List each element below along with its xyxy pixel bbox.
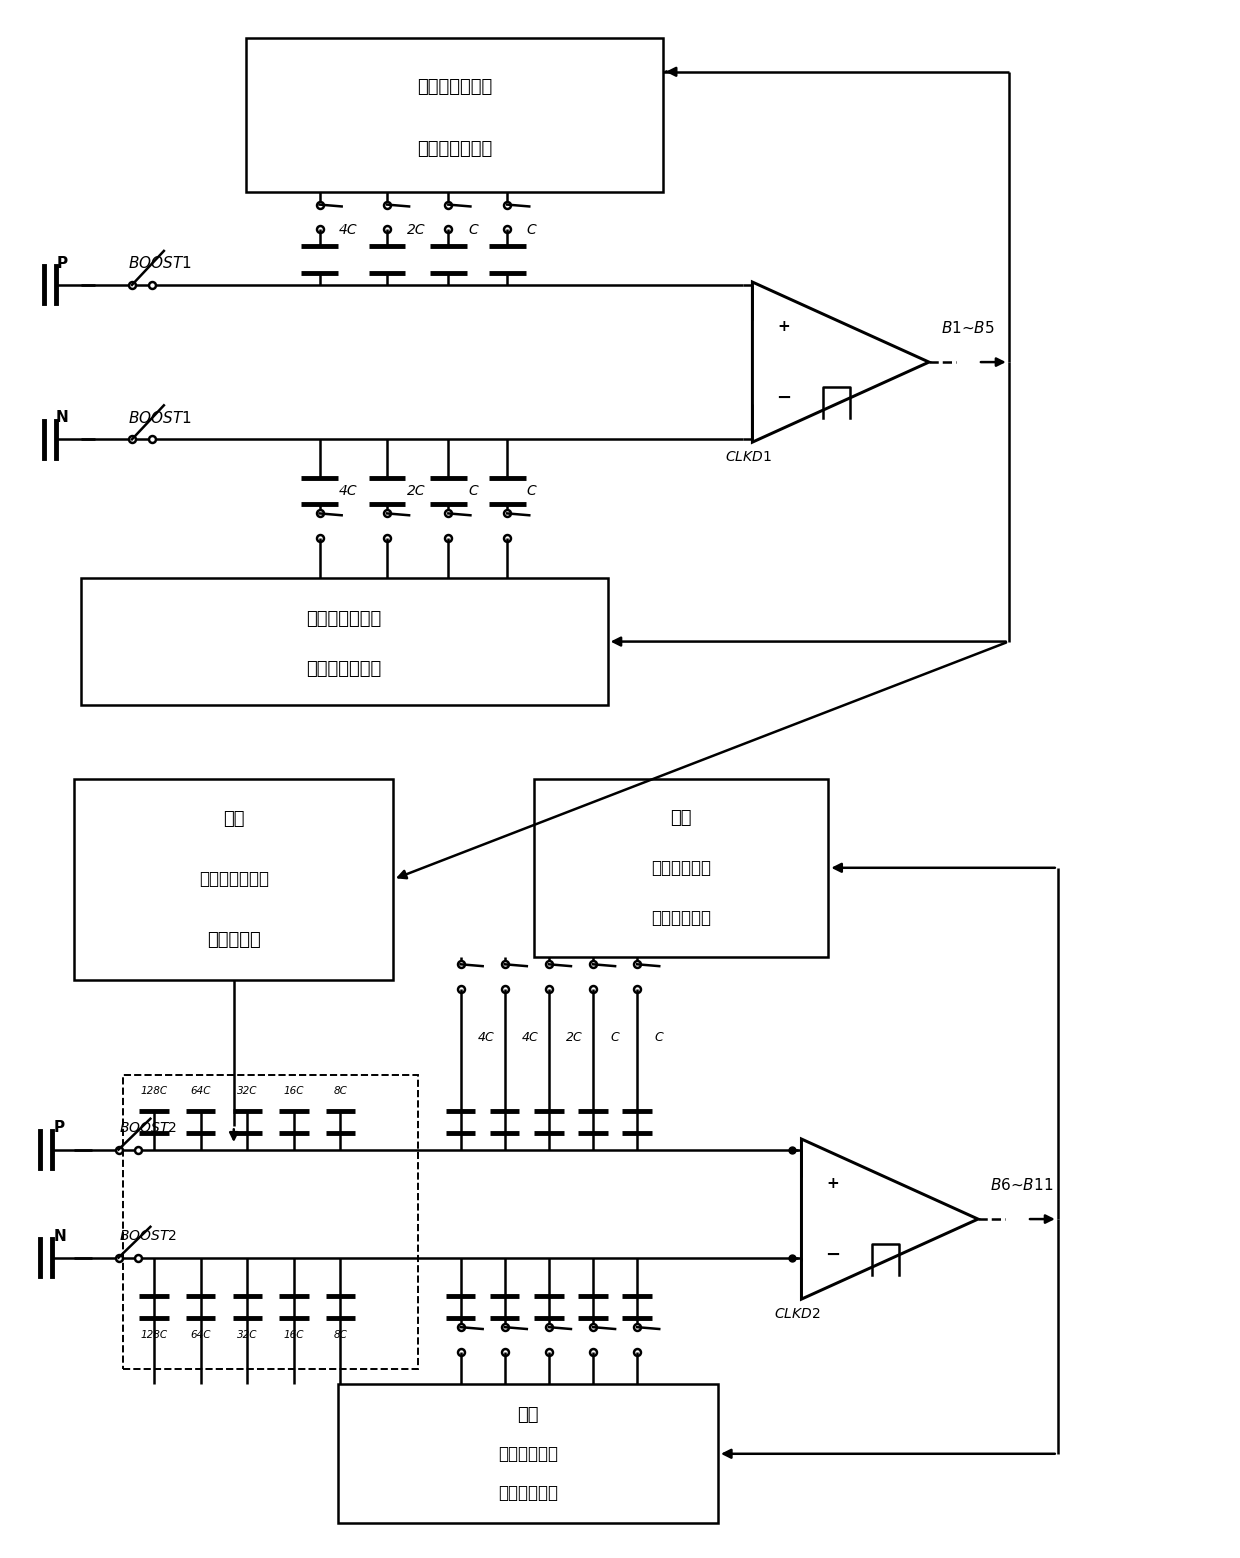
Text: 电容底极板电: 电容底极板电 [498, 1444, 558, 1463]
Text: 8C: 8C [334, 1331, 347, 1340]
Text: 32C: 32C [237, 1331, 258, 1340]
Text: 4C: 4C [340, 485, 358, 499]
Text: 第一电容底极板: 第一电容底极板 [417, 78, 492, 97]
Text: 128C: 128C [140, 1331, 167, 1340]
Text: 4C: 4C [340, 223, 358, 237]
Text: 第三: 第三 [671, 809, 692, 827]
Text: +: + [777, 319, 790, 333]
Text: 128C: 128C [140, 1086, 167, 1095]
Text: 64C: 64C [191, 1331, 211, 1340]
FancyBboxPatch shape [124, 1075, 418, 1369]
Text: 2C: 2C [407, 485, 425, 499]
Text: 2C: 2C [565, 1031, 583, 1044]
Text: $B1$~$B5$: $B1$~$B5$ [941, 319, 994, 337]
Text: 2C: 2C [407, 223, 425, 237]
Text: −: − [825, 1246, 839, 1264]
Text: 4C: 4C [477, 1031, 495, 1044]
Text: $BOOST2$: $BOOST2$ [119, 1229, 177, 1243]
Text: 平切换控制器: 平切换控制器 [498, 1483, 558, 1502]
Text: 电平切换控制器: 电平切换控制器 [417, 140, 492, 157]
FancyBboxPatch shape [534, 779, 828, 957]
Text: N: N [53, 1229, 66, 1243]
Text: 切换控制器: 切换控制器 [207, 930, 260, 949]
Text: P: P [57, 256, 68, 271]
Text: 32C: 32C [237, 1086, 258, 1095]
Text: 第三: 第三 [517, 1405, 539, 1424]
Text: $BOOST2$: $BOOST2$ [119, 1120, 177, 1134]
FancyBboxPatch shape [339, 1385, 718, 1524]
Text: $CLKD2$: $CLKD2$ [774, 1307, 821, 1321]
Text: 16C: 16C [284, 1331, 304, 1340]
Text: 8C: 8C [334, 1086, 347, 1095]
Text: C: C [467, 223, 477, 237]
Text: 电容底极板电: 电容底极板电 [651, 858, 712, 877]
Text: 4C: 4C [522, 1031, 538, 1044]
FancyBboxPatch shape [74, 779, 393, 980]
Text: 第二: 第二 [223, 810, 244, 829]
Text: 64C: 64C [191, 1086, 211, 1095]
Text: C: C [655, 1031, 663, 1044]
Text: N: N [56, 410, 68, 425]
Text: C: C [527, 223, 537, 237]
Text: 第一电容底极板: 第一电容底极板 [306, 609, 382, 628]
Text: C: C [467, 485, 477, 499]
Text: C: C [610, 1031, 619, 1044]
Text: −: − [776, 388, 791, 407]
Text: $BOOST1$: $BOOST1$ [129, 410, 192, 425]
Text: 电容底极板电平: 电容底极板电平 [198, 871, 269, 888]
Text: $B6$~$B11$: $B6$~$B11$ [991, 1178, 1054, 1193]
Text: 电平切换控制器: 电平切换控制器 [306, 661, 382, 678]
Text: $CLKD1$: $CLKD1$ [724, 450, 771, 464]
FancyBboxPatch shape [246, 37, 663, 192]
Text: 平切换控制器: 平切换控制器 [651, 908, 712, 927]
Text: $BOOST1$: $BOOST1$ [129, 256, 192, 271]
Text: 16C: 16C [284, 1086, 304, 1095]
Text: P: P [55, 1120, 66, 1136]
FancyBboxPatch shape [81, 578, 608, 704]
Text: C: C [527, 485, 537, 499]
Text: +: + [826, 1176, 838, 1190]
